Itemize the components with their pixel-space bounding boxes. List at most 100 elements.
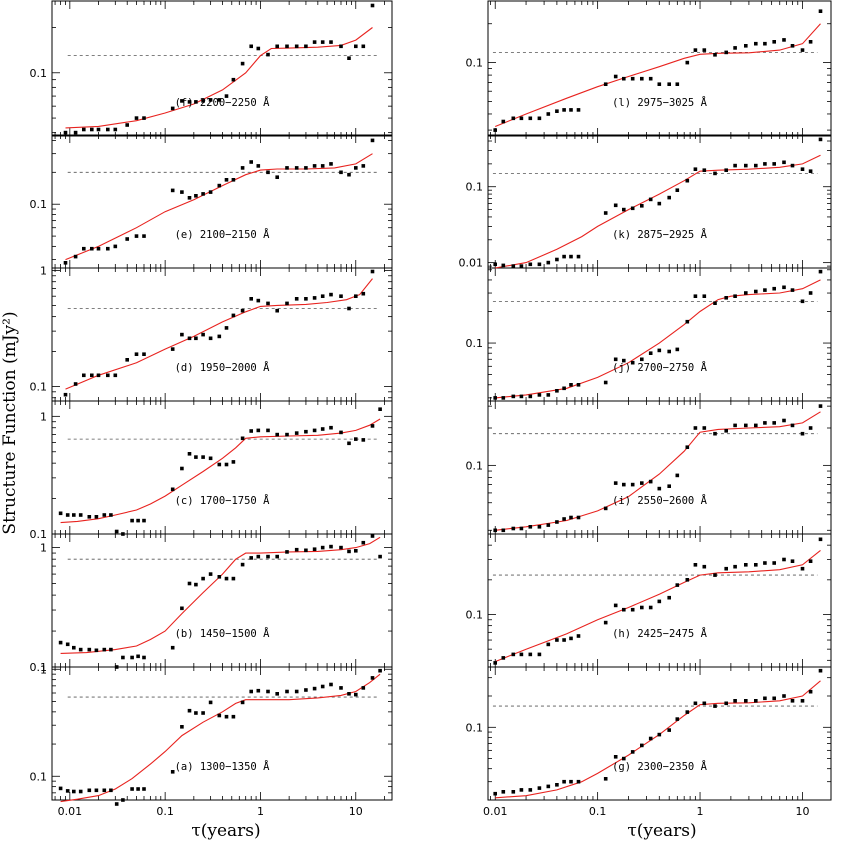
data-point	[576, 634, 581, 638]
data-point	[304, 429, 308, 434]
panel-left-1: 0.1 (e) 2100−2150 Å	[30, 134, 393, 269]
data-point	[187, 708, 192, 713]
data-point	[187, 336, 192, 341]
data-point	[275, 308, 279, 313]
data-point	[231, 178, 236, 182]
data-point	[275, 692, 279, 696]
data-point	[576, 779, 581, 784]
data-point	[170, 106, 175, 111]
data-point	[142, 655, 146, 660]
panel-left-5: 0.110.01 0.1 1 10(a) 1300−1350 Å	[30, 663, 393, 818]
data-point	[657, 82, 662, 86]
data-point	[266, 428, 270, 433]
model-curve	[60, 418, 381, 524]
data-point	[347, 549, 351, 554]
panel-left-3: 0.1 1 (c) 1700−1750 Å	[30, 400, 393, 541]
data-point	[493, 262, 497, 267]
data-point	[329, 292, 333, 297]
data-point	[667, 349, 671, 354]
y-tick-label: 1	[40, 663, 47, 676]
y-tick-label: 0.1	[466, 337, 484, 350]
data-point	[724, 701, 728, 706]
data-point	[294, 166, 299, 170]
panel-frame	[51, 533, 393, 668]
data-point	[354, 44, 358, 49]
data-point	[667, 195, 671, 200]
data-point	[320, 164, 325, 168]
data-point	[231, 460, 236, 464]
data-point	[106, 373, 110, 378]
data-point	[231, 714, 236, 719]
data-point	[733, 46, 737, 50]
data-point	[528, 525, 533, 529]
data-point	[555, 389, 559, 393]
data-point	[546, 112, 551, 116]
data-point	[800, 566, 805, 571]
data-point	[555, 638, 559, 642]
data-point	[130, 787, 134, 791]
data-point	[782, 160, 786, 165]
data-point	[763, 421, 767, 425]
data-point	[744, 163, 748, 168]
data-point	[87, 647, 92, 652]
data-point	[121, 655, 125, 660]
data-point	[63, 392, 68, 397]
data-point	[180, 725, 184, 729]
data-point	[78, 513, 83, 517]
data-point	[808, 40, 813, 44]
y-tick-label: 0.1	[466, 608, 484, 621]
data-point	[667, 595, 671, 600]
data-point	[569, 636, 573, 641]
data-point	[194, 100, 198, 104]
data-point	[256, 46, 261, 51]
data-point	[224, 94, 229, 98]
data-point	[312, 164, 317, 168]
data-point	[702, 564, 707, 569]
data-point	[713, 704, 717, 708]
data-point	[693, 701, 698, 706]
data-point	[370, 138, 375, 143]
data-point	[562, 638, 566, 642]
data-point	[528, 394, 533, 399]
data-point	[201, 711, 205, 715]
data-point	[217, 462, 222, 467]
data-point	[790, 699, 795, 703]
data-point	[630, 206, 635, 211]
data-point	[114, 802, 119, 806]
data-point	[702, 701, 707, 706]
data-point	[224, 576, 229, 581]
data-point	[125, 358, 129, 362]
data-point	[304, 688, 308, 692]
data-point	[657, 201, 662, 206]
data-point	[546, 642, 551, 647]
data-point	[648, 605, 653, 610]
data-point	[194, 336, 198, 341]
data-point	[370, 676, 375, 680]
data-point	[275, 175, 279, 179]
data-point	[493, 396, 497, 400]
data-point	[304, 166, 308, 170]
data-point	[187, 452, 192, 456]
data-point	[339, 686, 343, 690]
data-point	[622, 358, 626, 363]
model-curve	[494, 549, 821, 663]
data-point	[562, 779, 566, 784]
data-point	[790, 44, 795, 48]
data-point	[294, 44, 299, 49]
data-point	[511, 652, 516, 657]
data-point	[194, 582, 198, 587]
data-point	[285, 432, 289, 437]
model-curve	[60, 536, 381, 654]
data-point	[217, 713, 222, 718]
x-tick-label: 0.1	[156, 805, 174, 818]
y-tick-label: 0.1	[30, 528, 48, 541]
data-point	[657, 732, 662, 737]
data-point	[555, 783, 559, 787]
data-point	[648, 197, 653, 202]
data-point	[136, 787, 140, 791]
data-point	[772, 162, 776, 166]
data-point	[275, 554, 279, 559]
y-tick-label: 1	[40, 264, 47, 277]
data-point	[294, 547, 299, 552]
data-point	[285, 166, 289, 170]
